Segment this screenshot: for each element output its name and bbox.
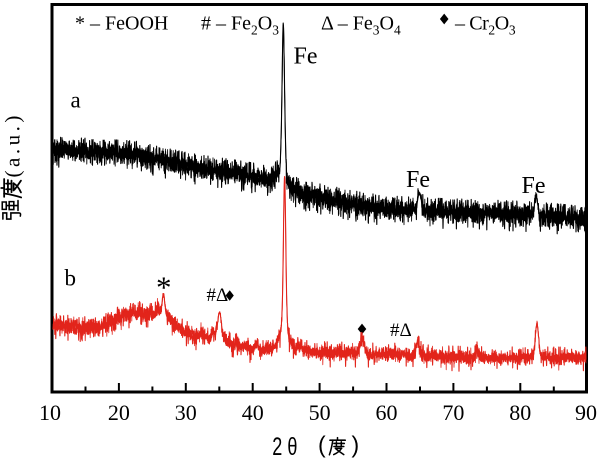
svg-text:# – Fe2O3: # – Fe2O3 bbox=[201, 13, 279, 38]
svg-text:30: 30 bbox=[175, 400, 197, 425]
svg-text:20: 20 bbox=[108, 400, 130, 425]
svg-text:40: 40 bbox=[242, 400, 264, 425]
svg-text:*: * bbox=[156, 270, 172, 305]
svg-text:Fe: Fe bbox=[522, 173, 546, 199]
svg-text:): ) bbox=[352, 432, 360, 458]
svg-text:90: 90 bbox=[575, 400, 597, 425]
svg-text:2 θ: 2 θ bbox=[272, 432, 297, 461]
svg-text:#Δ: #Δ bbox=[207, 285, 229, 306]
svg-text:70: 70 bbox=[442, 400, 464, 425]
svg-text:b: b bbox=[65, 266, 77, 291]
svg-text:a: a bbox=[71, 88, 81, 113]
svg-text:Δ – Fe3O4: Δ – Fe3O4 bbox=[321, 13, 401, 38]
svg-text:50: 50 bbox=[309, 400, 331, 425]
svg-text:10: 10 bbox=[39, 400, 61, 425]
svg-text:(: ( bbox=[318, 432, 326, 458]
svg-text:60: 60 bbox=[376, 400, 398, 425]
svg-text:(a.u.): (a.u.) bbox=[1, 112, 25, 177]
svg-text:Fe: Fe bbox=[294, 44, 318, 70]
svg-text:#Δ: #Δ bbox=[390, 320, 412, 341]
svg-text:* – FeOOH: * – FeOOH bbox=[75, 13, 168, 35]
svg-text:80: 80 bbox=[509, 400, 531, 425]
svg-text:– Cr2O3: – Cr2O3 bbox=[454, 13, 516, 38]
